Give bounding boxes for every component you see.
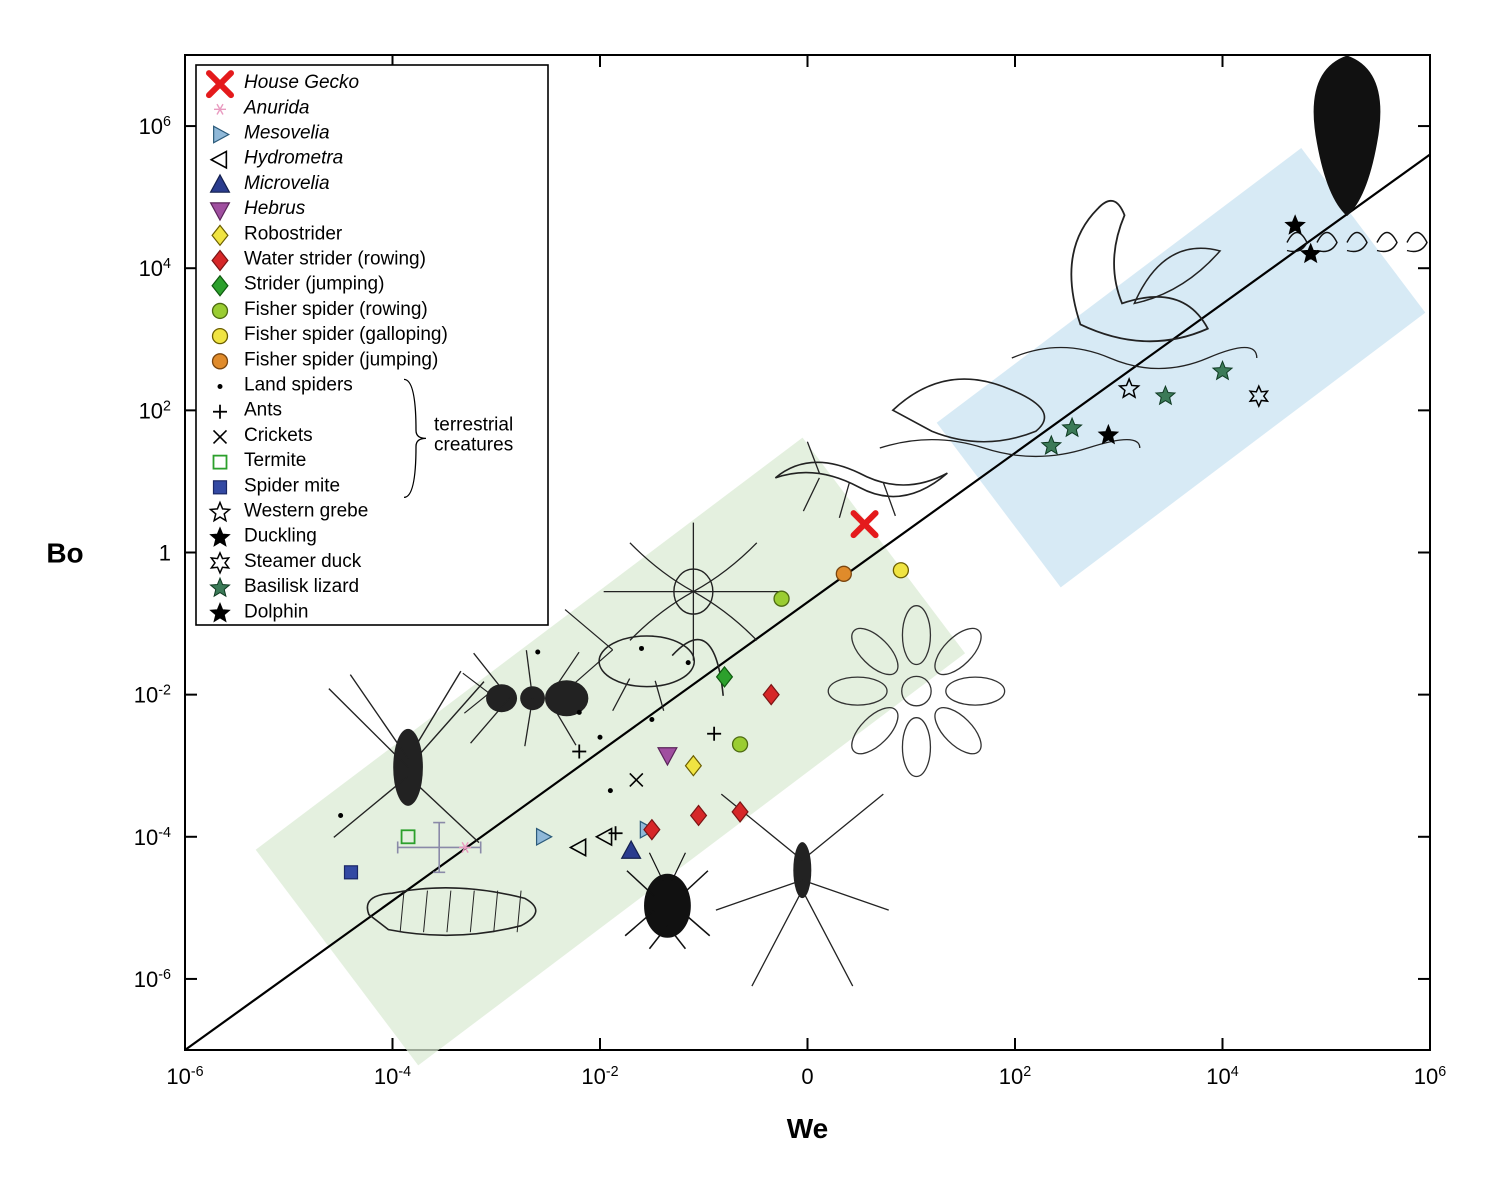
point-land_spider: [639, 646, 644, 651]
chart-container: 10-610-410-2010210410610-610-410-2110210…: [0, 0, 1492, 1182]
legend-label: Water strider (rowing): [244, 249, 426, 270]
loglog-chart: 10-610-410-2010210410610-610-410-2110210…: [0, 0, 1492, 1182]
point-fs_jump: [836, 566, 851, 581]
legend-label: Hebrus: [244, 198, 306, 219]
legend-label: Fisher spider (jumping): [244, 349, 438, 370]
point-land_spider: [598, 735, 603, 740]
legend-label: Termite: [244, 450, 306, 471]
legend-label: Western grebe: [244, 501, 368, 522]
legend-label: Duckling: [244, 526, 317, 547]
x-tick-label: 0: [801, 1064, 813, 1089]
legend-label: Fisher spider (galloping): [244, 324, 448, 345]
legend-terrestrial-label: terrestrial: [434, 414, 513, 435]
point-fs_rowing: [774, 591, 789, 606]
legend-label: Steamer duck: [244, 551, 362, 572]
point-land_spider: [577, 710, 582, 715]
legend-label: Dolphin: [244, 601, 308, 622]
point-land_spider: [535, 650, 540, 655]
legend-label: Crickets: [244, 425, 313, 446]
legend-marker-land_spider: [218, 384, 223, 389]
legend-label: Anurida: [243, 97, 310, 118]
legend-label: Ants: [244, 400, 282, 421]
legend-marker-fs_jump: [213, 354, 228, 369]
y-tick-label: 1: [159, 541, 171, 566]
point-land_spider: [686, 660, 691, 665]
legend-label: House Gecko: [244, 72, 359, 93]
illustration-spider: [604, 523, 783, 661]
point-spider_mite: [345, 866, 358, 879]
legend-label: Basilisk lizard: [244, 576, 359, 597]
legend-label: Microvelia: [244, 173, 330, 194]
legend-label: Hydrometra: [244, 148, 343, 169]
point-land_spider: [649, 717, 654, 722]
legend-label: Robostrider: [244, 223, 343, 244]
legend: House Gecko Anurida Mesovelia Hydrometra Mic…: [196, 65, 548, 625]
y-axis-label: Bo: [46, 538, 83, 569]
legend-label: Mesovelia: [244, 123, 330, 144]
legend-label: Fisher spider (rowing): [244, 299, 428, 320]
legend-label: Land spiders: [244, 375, 353, 396]
point-fs_rowing: [733, 737, 748, 752]
legend-terrestrial-label: creatures: [434, 434, 513, 455]
legend-marker-spider_mite: [214, 481, 227, 494]
point-land_spider: [608, 788, 613, 793]
legend-marker-fs_rowing: [213, 303, 228, 318]
point-fs_gallop: [893, 563, 908, 578]
legend-label: Spider mite: [244, 475, 340, 496]
point-land_spider: [338, 813, 343, 818]
legend-label: Strider (jumping): [244, 274, 384, 295]
legend-marker-fs_gallop: [213, 329, 228, 344]
x-axis-label: We: [787, 1113, 829, 1144]
